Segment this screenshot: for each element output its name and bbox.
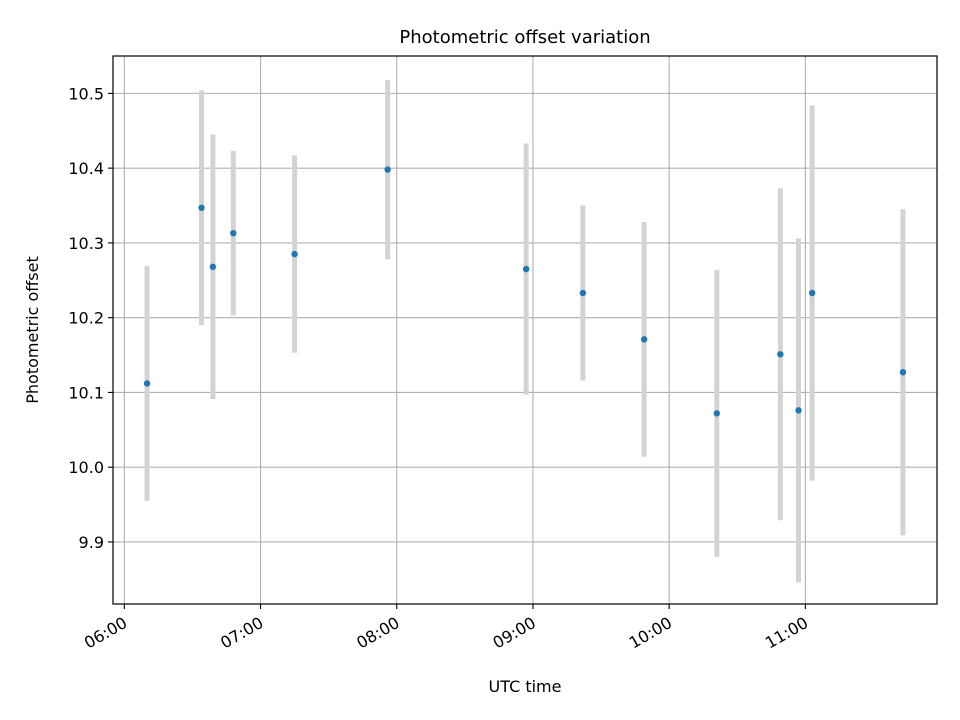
data-point bbox=[384, 166, 391, 173]
data-point bbox=[795, 407, 802, 414]
x-tick-label: 06:00 bbox=[81, 613, 130, 653]
y-tick-label: 10.2 bbox=[68, 309, 104, 328]
data-point bbox=[291, 250, 298, 258]
y-axis-title: Photometric offset bbox=[23, 256, 42, 404]
data-point bbox=[777, 351, 784, 358]
data-point bbox=[579, 289, 587, 297]
y-tick-label: 10.0 bbox=[68, 458, 104, 477]
x-tick-label: 10:00 bbox=[626, 613, 675, 653]
y-tick-label: 10.3 bbox=[68, 234, 104, 253]
data-point bbox=[209, 263, 217, 271]
y-tick-label: 10.1 bbox=[68, 383, 104, 402]
data-point bbox=[230, 229, 237, 237]
chart-title: Photometric offset variation bbox=[399, 27, 650, 48]
y-tick-label: 9.9 bbox=[79, 533, 104, 552]
y-axis-ticks: 9.9 10.0 10.1 10.2 10.3 10.4 10.5 bbox=[68, 84, 113, 552]
y-tick-label: 10.4 bbox=[68, 159, 104, 178]
data-point bbox=[899, 369, 907, 376]
x-tick-label: 09:00 bbox=[490, 613, 539, 653]
data-points bbox=[143, 166, 907, 417]
x-axis-ticks: 06:00 07:00 08:00 09:00 10:00 11:00 bbox=[81, 604, 811, 653]
y-tick-label: 10.5 bbox=[68, 84, 104, 103]
data-point bbox=[808, 289, 816, 297]
x-tick-label: 11:00 bbox=[762, 613, 811, 653]
x-axis-title: UTC time bbox=[489, 677, 562, 696]
x-tick-label: 08:00 bbox=[353, 613, 402, 653]
plot-frame bbox=[112, 55, 938, 605]
data-point bbox=[522, 265, 530, 273]
data-point bbox=[713, 410, 721, 417]
data-point bbox=[143, 380, 151, 387]
data-point bbox=[640, 336, 648, 343]
x-tick-label: 07:00 bbox=[217, 613, 266, 653]
data-point bbox=[198, 204, 205, 211]
